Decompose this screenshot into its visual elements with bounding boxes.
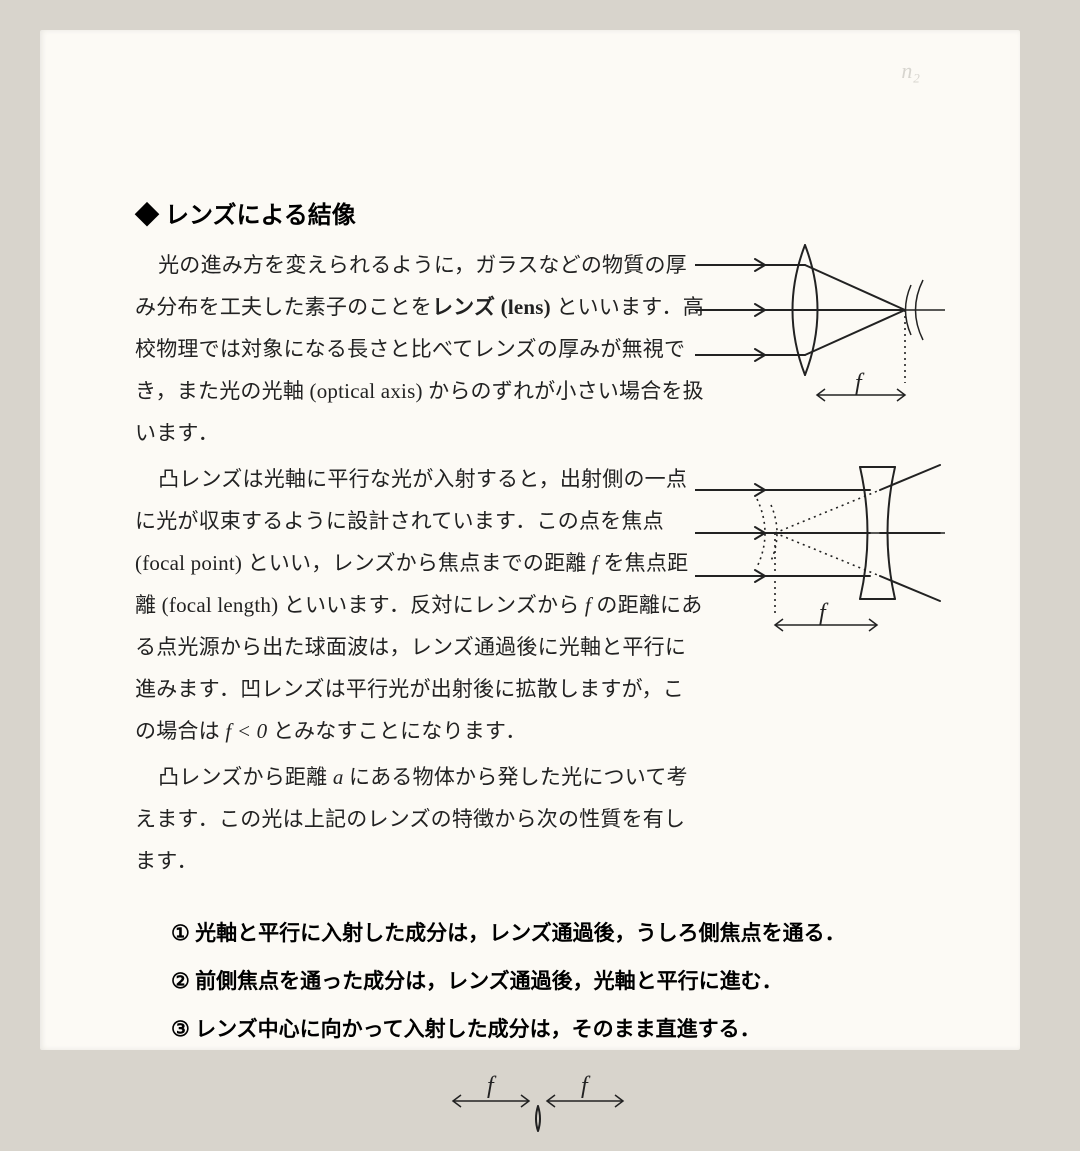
f-label: f xyxy=(581,1073,591,1099)
fact-list: ① 光軸と平行に入射した成分は，レンズ通過後，うしろ側焦点を通る． ② 前側焦点… xyxy=(135,910,940,1053)
fact-number: ② xyxy=(171,969,195,993)
sym-a: a xyxy=(333,765,344,789)
fact-number: ③ xyxy=(171,1017,195,1041)
page: n₂ レンズによる結像 光の進み方を変えられるように，ガラスなどの物質の厚み分布… xyxy=(40,30,1020,1050)
para-1: 光の進み方を変えられるように，ガラスなどの物質の厚み分布を工夫した素子のことをレ… xyxy=(135,244,705,454)
fact-1: ① 光軸と平行に入射した成分は，レンズ通過後，うしろ側焦点を通る． xyxy=(171,910,940,956)
fact-text: レンズ中心に向かって入射した成分は，そのまま直進する． xyxy=(195,1017,761,1041)
figure-bottom-arrows: f f xyxy=(135,1071,940,1151)
figure-convex-lens: f xyxy=(695,225,945,415)
f-label: f xyxy=(487,1073,497,1099)
para-2: 凸レンズは光軸に平行な光が入射すると，出射側の一点に光が収束するように設計されて… xyxy=(135,458,705,752)
figure-concave-lens: f xyxy=(695,445,945,645)
focal-arrows-svg: f f xyxy=(403,1071,673,1151)
text: とみなすことになります． xyxy=(267,719,526,743)
fact-text: 前側焦点を通った成分は，レンズ通過後，光軸と平行に進む． xyxy=(195,969,783,993)
page-top-hint: n₂ xyxy=(901,58,920,84)
f-label: f xyxy=(855,370,865,396)
fact-2: ② 前側焦点を通った成分は，レンズ通過後，光軸と平行に進む． xyxy=(171,958,940,1004)
para-3: 凸レンズから距離 a にある物体から発した光について考えます．この光は上記のレン… xyxy=(135,756,705,882)
text: 凸レンズから距離 xyxy=(158,765,333,789)
fact-number: ① xyxy=(171,921,195,945)
f-label: f xyxy=(819,600,829,626)
body-text: 光の進み方を変えられるように，ガラスなどの物質の厚み分布を工夫した素子のことをレ… xyxy=(135,244,705,882)
expr-f-lt-0: f < 0 xyxy=(225,719,267,743)
fact-3: ③ レンズ中心に向かって入射した成分は，そのまま直進する． xyxy=(171,1006,940,1052)
term-lens: レンズ (lens) xyxy=(432,295,551,319)
fact-text: 光軸と平行に入射した成分は，レンズ通過後，うしろ側焦点を通る． xyxy=(195,921,846,945)
